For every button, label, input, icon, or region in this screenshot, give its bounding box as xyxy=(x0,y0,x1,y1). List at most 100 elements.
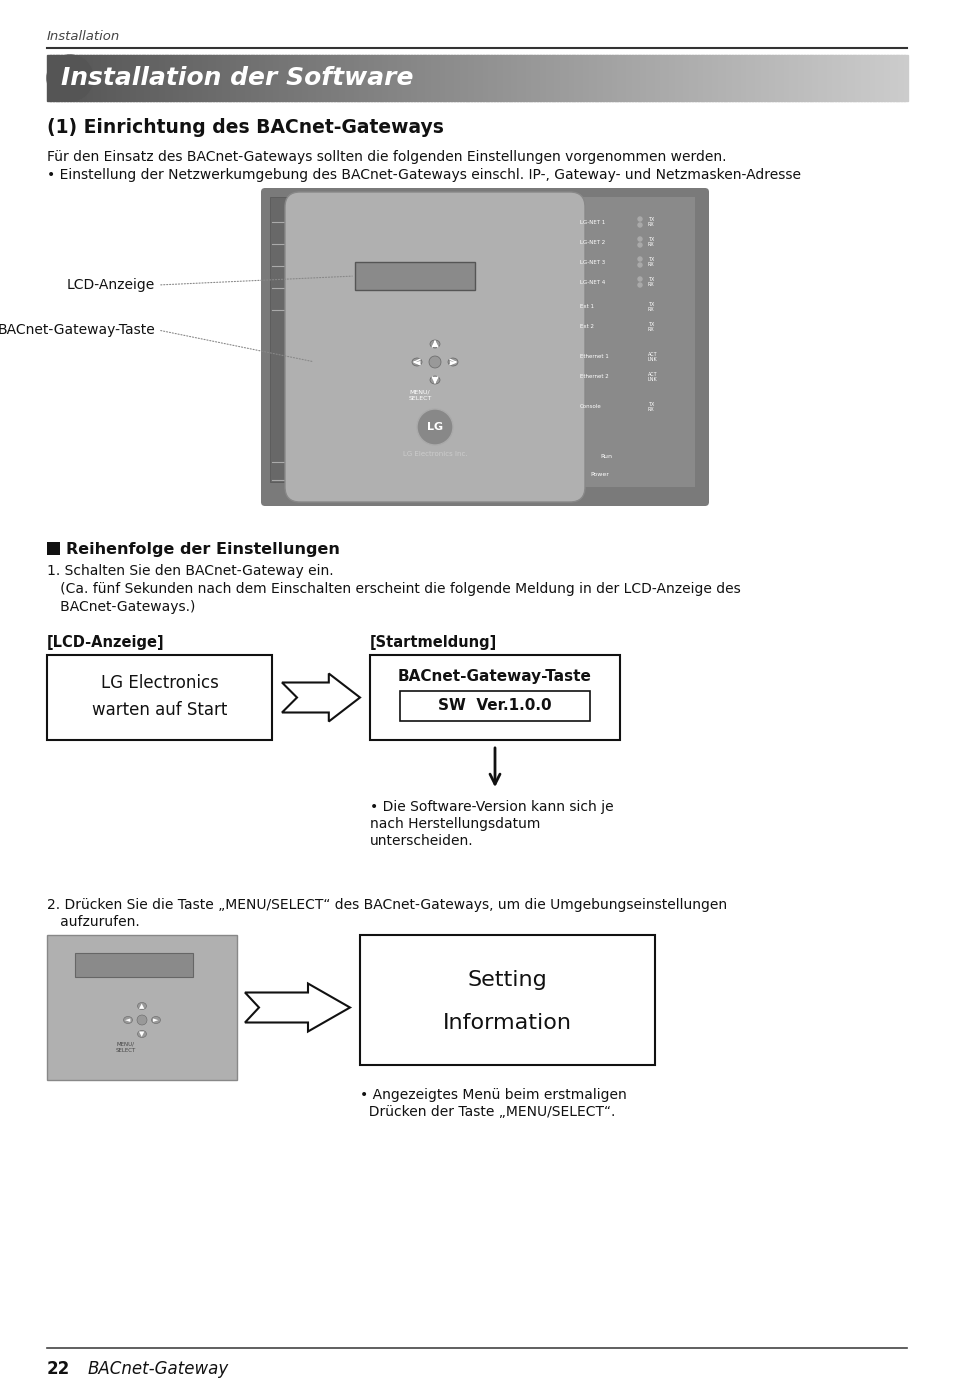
Bar xyxy=(795,55,799,101)
Bar xyxy=(425,55,429,101)
Text: TX
RX: TX RX xyxy=(647,217,654,227)
Bar xyxy=(651,55,655,101)
Bar xyxy=(775,55,779,101)
Bar xyxy=(428,55,432,101)
Bar xyxy=(345,55,349,101)
Text: TX
RX: TX RX xyxy=(647,301,654,312)
Bar xyxy=(64,55,68,101)
Bar xyxy=(394,55,397,101)
Bar xyxy=(456,55,460,101)
Bar xyxy=(132,55,136,101)
Text: Setting: Setting xyxy=(467,970,547,990)
Bar xyxy=(178,55,183,101)
Bar xyxy=(662,55,666,101)
Circle shape xyxy=(638,237,641,241)
Bar xyxy=(115,55,119,101)
Bar xyxy=(786,55,790,101)
Bar xyxy=(121,55,125,101)
Bar xyxy=(291,55,294,101)
Bar xyxy=(271,55,274,101)
Bar xyxy=(158,55,163,101)
Bar xyxy=(196,55,200,101)
Bar xyxy=(236,55,240,101)
Circle shape xyxy=(638,258,641,260)
Bar xyxy=(67,55,71,101)
Bar xyxy=(468,55,472,101)
Bar xyxy=(368,55,372,101)
Bar xyxy=(711,55,715,101)
Bar xyxy=(762,55,767,101)
Bar xyxy=(334,55,337,101)
Bar xyxy=(231,55,234,101)
Text: unterscheiden.: unterscheiden. xyxy=(370,834,473,848)
Bar xyxy=(878,55,882,101)
Bar xyxy=(98,55,102,101)
Text: Drücken der Taste „MENU/SELECT“.: Drücken der Taste „MENU/SELECT“. xyxy=(359,1105,615,1119)
Text: Power: Power xyxy=(589,472,608,476)
Bar xyxy=(697,55,700,101)
Bar xyxy=(445,55,449,101)
Bar xyxy=(772,55,776,101)
Bar xyxy=(416,55,420,101)
Bar xyxy=(305,55,309,101)
Bar xyxy=(488,55,492,101)
Bar xyxy=(253,55,257,101)
Bar xyxy=(479,55,483,101)
Bar xyxy=(101,55,105,101)
Text: ACT
LNK: ACT LNK xyxy=(647,371,657,382)
Text: ▲: ▲ xyxy=(432,340,437,349)
Text: LG: LG xyxy=(427,421,442,433)
Bar xyxy=(130,55,133,101)
Bar xyxy=(832,55,836,101)
Text: BACnet-Gateway: BACnet-Gateway xyxy=(88,1359,229,1378)
Bar xyxy=(869,55,873,101)
Bar xyxy=(815,55,819,101)
Bar xyxy=(188,55,192,101)
Bar xyxy=(568,55,572,101)
Bar xyxy=(322,55,326,101)
Bar xyxy=(551,55,555,101)
Bar xyxy=(531,55,535,101)
Bar xyxy=(459,55,463,101)
Bar xyxy=(838,55,841,101)
Bar xyxy=(677,55,680,101)
Text: aufzurufen.: aufzurufen. xyxy=(47,916,139,930)
Text: LCD-Anzeige: LCD-Anzeige xyxy=(67,279,154,293)
Bar xyxy=(61,55,65,101)
Bar xyxy=(657,55,660,101)
Bar xyxy=(748,55,753,101)
Bar xyxy=(399,692,589,721)
Bar xyxy=(191,55,194,101)
Bar xyxy=(259,55,263,101)
Bar xyxy=(405,55,409,101)
Bar xyxy=(502,55,506,101)
Bar xyxy=(270,197,294,482)
Bar xyxy=(608,55,612,101)
Bar xyxy=(365,55,369,101)
Bar xyxy=(688,55,692,101)
Text: ACT
LNK: ACT LNK xyxy=(647,351,657,363)
Text: LG-NET 1: LG-NET 1 xyxy=(579,220,604,224)
Bar xyxy=(619,55,623,101)
Bar xyxy=(778,55,781,101)
Bar xyxy=(233,55,237,101)
Bar xyxy=(654,55,658,101)
Bar xyxy=(336,55,340,101)
Bar xyxy=(319,55,323,101)
Bar xyxy=(47,655,272,741)
Bar xyxy=(78,55,82,101)
Bar xyxy=(299,55,303,101)
Bar xyxy=(642,55,646,101)
Bar xyxy=(801,55,804,101)
Bar xyxy=(359,55,363,101)
Bar xyxy=(866,55,870,101)
Bar xyxy=(534,55,537,101)
Circle shape xyxy=(47,55,92,101)
Bar xyxy=(514,55,517,101)
Bar xyxy=(717,55,720,101)
Bar xyxy=(95,55,99,101)
Text: Für den Einsatz des BACnet-Gateways sollten die folgenden Einstellungen vorgenom: Für den Einsatz des BACnet-Gateways soll… xyxy=(47,150,726,164)
Text: Installation der Software: Installation der Software xyxy=(61,66,413,90)
Bar xyxy=(614,55,618,101)
Bar xyxy=(268,55,272,101)
